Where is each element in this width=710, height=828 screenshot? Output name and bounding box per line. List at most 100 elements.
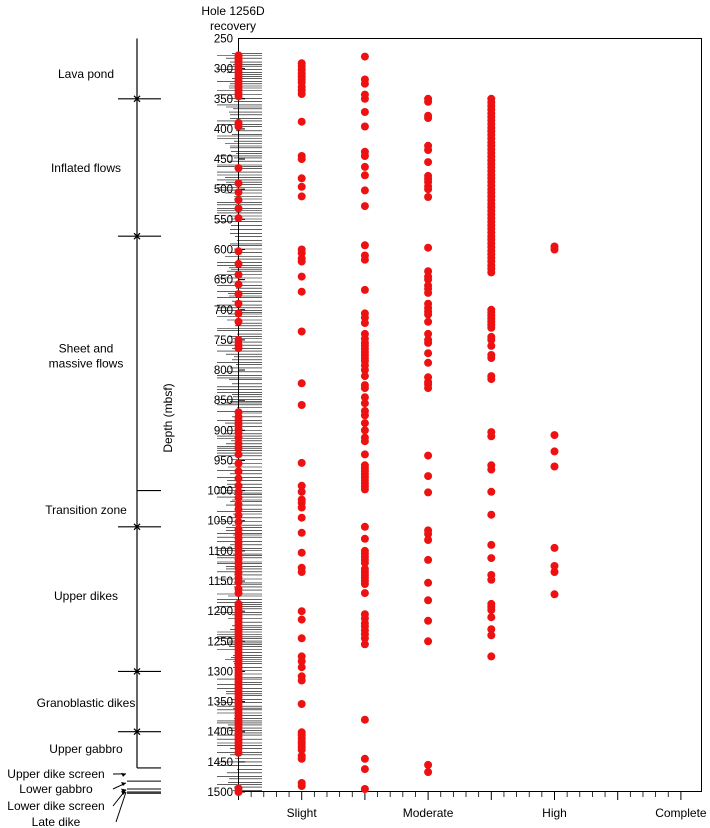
- data-point: [360, 437, 369, 446]
- data-point: [360, 108, 369, 116]
- y-tick-label: 1350: [207, 697, 233, 709]
- y-tick-label: 1500: [207, 787, 233, 799]
- data-point: [234, 748, 243, 757]
- data-point: [234, 481, 243, 490]
- x-axis: Slight Moderate High Complete: [238, 792, 707, 820]
- y-tick-label: 1450: [207, 757, 233, 769]
- data-point: [550, 462, 559, 471]
- data-point: [424, 488, 433, 497]
- data-point: [360, 426, 369, 435]
- data-point: [360, 202, 369, 211]
- data-point: [360, 285, 369, 294]
- unit-label: Upper dike screen: [7, 767, 104, 781]
- data-point: [487, 323, 496, 332]
- data-point: [297, 401, 306, 409]
- unit-label: Lower gabbro: [19, 782, 93, 796]
- data-point: [234, 92, 243, 101]
- y-tick-label: 500: [214, 184, 233, 196]
- data-point: [297, 513, 306, 522]
- data-point: [424, 243, 433, 252]
- data-point: [424, 616, 433, 625]
- data-point: [360, 186, 369, 195]
- data-point: [360, 715, 369, 724]
- data-point: [234, 450, 243, 459]
- data-point: [297, 174, 306, 183]
- data-point: [297, 379, 306, 388]
- x-tick-label: Complete: [655, 806, 707, 820]
- data-point: [234, 270, 243, 279]
- data-point: [297, 155, 306, 164]
- data-point: [550, 568, 559, 576]
- unit-arrow: [115, 791, 127, 823]
- y-tick-label: 800: [214, 365, 233, 377]
- lithologic-units: Lava pond Inflated flows Sheet andmassive …: [7, 38, 161, 828]
- data-point: [234, 204, 243, 213]
- y-tick-label: 1300: [207, 666, 233, 678]
- data-point: [297, 272, 306, 281]
- chart-title-line-2: recovery: [210, 19, 256, 33]
- data-point: [424, 275, 433, 284]
- data-point: [487, 487, 496, 496]
- data-point: [424, 310, 433, 319]
- unit-arrow-head: [121, 782, 126, 786]
- data-point: [424, 158, 433, 167]
- data-point: [360, 765, 369, 774]
- data-point: [487, 432, 496, 441]
- data-point: [424, 185, 433, 194]
- data-point: [424, 114, 433, 123]
- data-point: [550, 431, 559, 440]
- data-point: [487, 575, 496, 584]
- data-point: [297, 676, 306, 685]
- y-tick-label: 700: [214, 305, 233, 317]
- y-axis-label: Depth (mbsf): [161, 383, 175, 452]
- data-point: [550, 245, 559, 254]
- data-point: [297, 182, 306, 191]
- y-tick-label: 1000: [207, 486, 233, 498]
- x-tick-label: Slight: [287, 806, 318, 820]
- data-point: [234, 444, 243, 453]
- unit-label: Lava pond: [58, 67, 114, 81]
- data-point: [424, 472, 433, 481]
- data-point: [234, 511, 243, 520]
- data-point: [360, 411, 369, 420]
- data-point: [234, 589, 243, 598]
- data-point: [234, 459, 243, 468]
- data-point: [297, 782, 306, 790]
- data-point: [297, 634, 306, 643]
- data-point: [234, 309, 243, 318]
- y-tick-label: 300: [214, 64, 233, 76]
- data-point: [487, 613, 496, 622]
- unit-label: Upper gabbro: [49, 742, 123, 756]
- y-tick-label: 750: [214, 335, 233, 347]
- y-tick-label: 350: [214, 94, 233, 106]
- data-point: [297, 117, 306, 126]
- data-point: [360, 419, 369, 428]
- data-point: [424, 578, 433, 587]
- data-point: [297, 487, 306, 496]
- data-point: [297, 528, 306, 537]
- data-point: [487, 354, 496, 362]
- data-point: [234, 467, 243, 476]
- data-point: [487, 554, 496, 563]
- data-point: [487, 268, 496, 277]
- data-point: [487, 335, 496, 344]
- data-point: [424, 97, 433, 106]
- data-point: [297, 327, 306, 336]
- data-point: [297, 615, 306, 624]
- plot-frame: [238, 38, 702, 792]
- data-point: [550, 543, 559, 552]
- data-point: [360, 393, 369, 402]
- unit-boundary-x: [133, 728, 141, 736]
- data-point: [487, 652, 496, 661]
- data-point: [424, 288, 433, 297]
- data-point: [360, 522, 369, 531]
- data-point: [360, 384, 369, 393]
- y-tick-label: 450: [214, 154, 233, 166]
- data-point: [360, 52, 369, 61]
- data-point: [424, 530, 433, 538]
- data-point: [234, 433, 243, 442]
- y-tick-label: 1250: [207, 636, 233, 648]
- data-point: [234, 344, 243, 353]
- data-point: [487, 465, 496, 474]
